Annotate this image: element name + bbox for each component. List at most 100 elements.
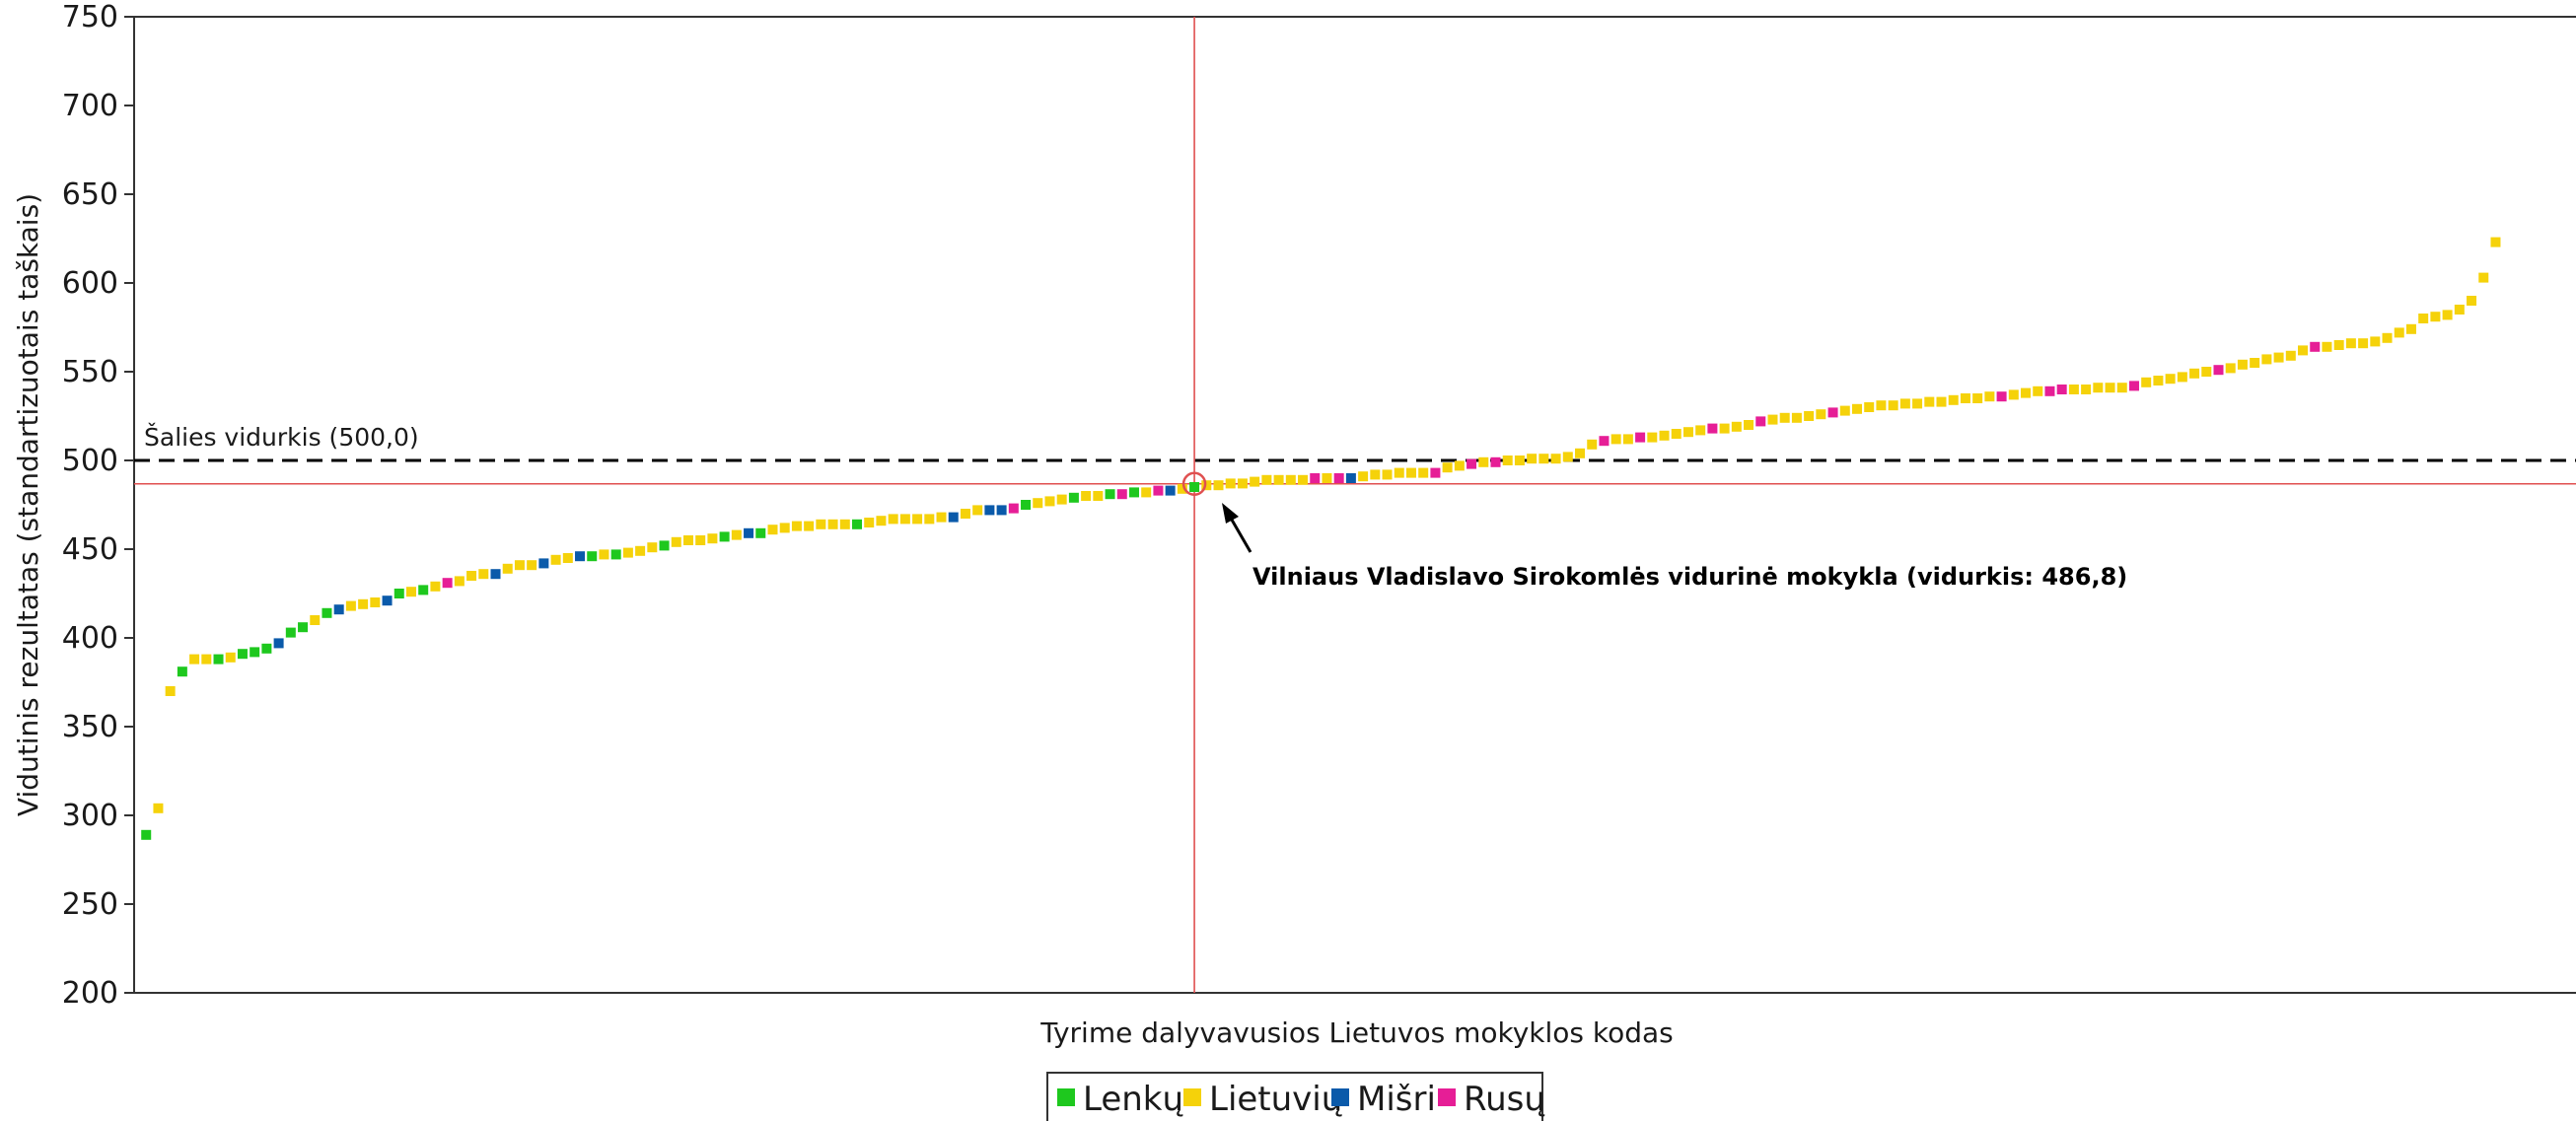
- data-point: [1767, 414, 1778, 425]
- data-point: [1285, 474, 1296, 485]
- data-point: [1527, 454, 1538, 464]
- data-point: [1779, 412, 1790, 423]
- data-point: [744, 527, 754, 538]
- data-point: [1021, 500, 1032, 510]
- data-point: [1430, 467, 1441, 478]
- data-point: [1816, 409, 1826, 420]
- reference-lines: Šalies vidurkis (500,0): [134, 17, 2576, 993]
- data-point: [622, 547, 633, 558]
- data-point: [599, 549, 609, 560]
- data-point: [912, 514, 923, 525]
- data-point: [1165, 485, 1176, 496]
- data-point: [1141, 487, 1152, 498]
- data-point: [984, 505, 995, 516]
- data-point: [478, 569, 489, 580]
- data-point: [2454, 305, 2465, 315]
- data-point: [237, 649, 248, 660]
- data-point: [1418, 467, 1429, 478]
- data-point: [2225, 363, 2236, 374]
- data-point: [1744, 420, 1754, 430]
- data-point: [2033, 385, 2043, 396]
- y-tick-label: 500: [62, 444, 118, 478]
- data-point: [2333, 340, 2344, 350]
- data-point: [1213, 480, 1224, 491]
- data-point: [839, 519, 850, 529]
- data-point: [731, 529, 742, 540]
- data-point: [1033, 498, 1043, 509]
- data-point: [2358, 338, 2369, 349]
- data-point: [1177, 483, 1187, 494]
- data-point: [587, 551, 598, 562]
- data-point: [755, 527, 766, 538]
- data-point: [1912, 398, 1923, 409]
- data-point: [1936, 396, 1947, 407]
- data-point: [1622, 434, 1633, 445]
- data-point: [1719, 423, 1730, 434]
- data-point: [298, 622, 309, 633]
- data-point: [2298, 345, 2309, 356]
- data-point: [1358, 471, 1369, 482]
- legend-label: Lietuvių: [1209, 1080, 1342, 1119]
- data-point: [250, 647, 260, 658]
- data-point: [1261, 474, 1272, 485]
- y-tick-label: 450: [62, 532, 118, 567]
- data-point: [816, 519, 826, 529]
- data-point: [1647, 432, 1658, 443]
- data-point: [2189, 368, 2200, 379]
- data-point: [1502, 455, 1513, 465]
- data-point: [864, 518, 875, 527]
- data-point: [261, 643, 272, 654]
- data-point: [888, 514, 898, 525]
- callout-arrow-shaft: [1227, 514, 1252, 553]
- data-points: [141, 237, 2501, 840]
- data-point: [659, 540, 670, 551]
- y-tick-label: 250: [62, 887, 118, 922]
- data-point: [719, 531, 730, 542]
- data-point: [1105, 489, 1115, 500]
- legend-label: Mišri: [1357, 1080, 1436, 1119]
- data-point: [2285, 350, 2296, 361]
- legend-label: Rusų: [1464, 1080, 1545, 1119]
- data-point: [1394, 467, 1404, 478]
- data-point: [153, 803, 164, 813]
- data-point: [1791, 412, 1802, 423]
- data-point: [394, 589, 404, 598]
- data-point: [682, 535, 693, 545]
- data-point: [1948, 394, 1959, 405]
- data-point: [1864, 402, 1875, 412]
- data-point: [2370, 336, 2381, 347]
- data-point: [635, 545, 646, 556]
- data-point: [1659, 430, 1670, 441]
- data-point: [2068, 385, 2079, 394]
- y-tick-label: 550: [62, 355, 118, 389]
- data-point: [502, 563, 513, 574]
- data-point: [2044, 385, 2055, 396]
- highlight-callout: Vilniaus Vladislavo Sirokomlės vidurinė …: [1181, 471, 2127, 591]
- data-point: [1153, 485, 1164, 496]
- data-point: [2093, 383, 2104, 393]
- y-tick-label: 300: [62, 799, 118, 833]
- data-point: [382, 596, 393, 606]
- data-point: [1707, 423, 1718, 434]
- highlight-callout-label: Vilniaus Vladislavo Sirokomlės vidurinė …: [1252, 563, 2127, 591]
- data-point: [1635, 432, 1646, 443]
- data-point: [273, 638, 284, 649]
- data-point: [2021, 387, 2032, 398]
- data-point: [2382, 332, 2393, 343]
- data-point: [2128, 381, 2139, 391]
- data-point: [827, 519, 838, 529]
- data-point: [1298, 474, 1309, 485]
- data-point: [1116, 489, 1127, 500]
- data-point: [1671, 429, 1682, 439]
- data-point: [1899, 398, 1910, 409]
- legend-swatch: [1057, 1088, 1075, 1106]
- data-point: [1201, 480, 1212, 491]
- data-point: [1068, 492, 1079, 503]
- highlight-circle: [1181, 471, 1207, 497]
- y-tick-label: 700: [62, 89, 118, 123]
- data-point: [1960, 393, 1970, 403]
- data-point: [201, 654, 212, 665]
- data-point: [2116, 383, 2127, 393]
- data-point: [454, 576, 465, 587]
- data-point: [1370, 469, 1381, 480]
